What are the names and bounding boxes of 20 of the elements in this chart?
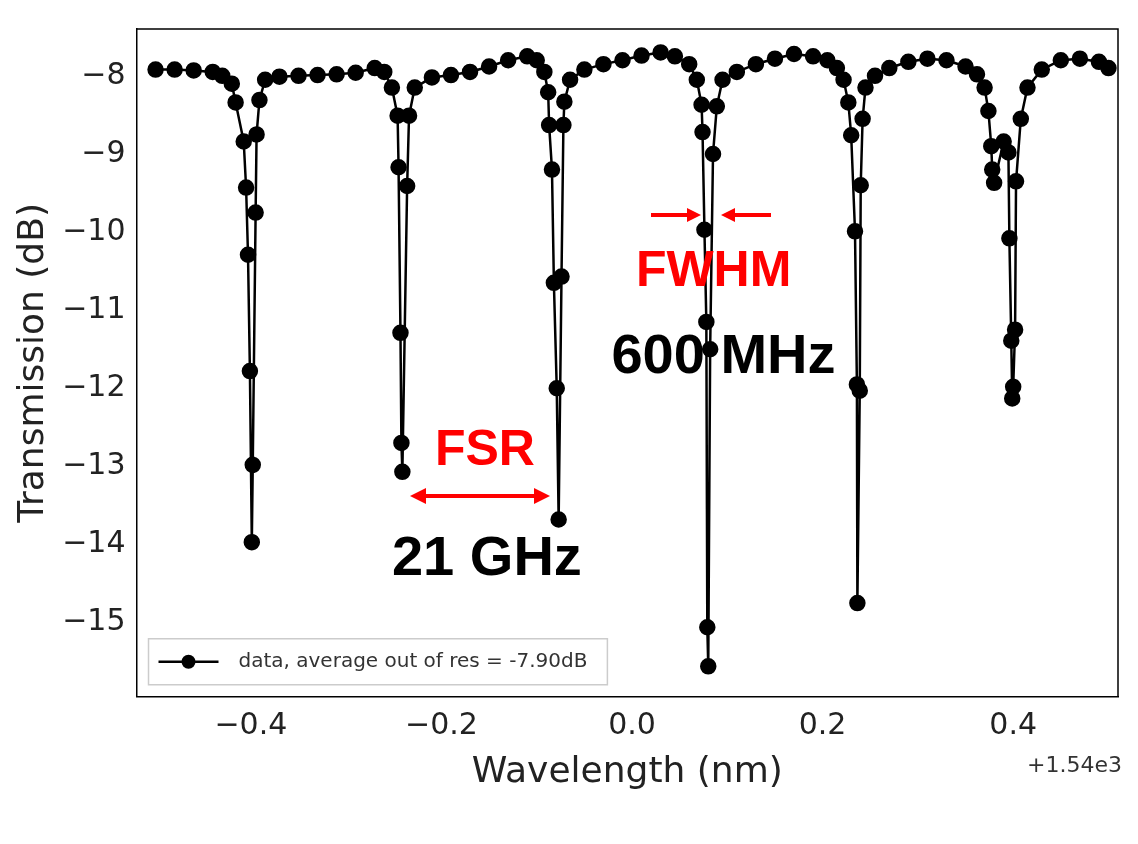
y-tick-label: −8 xyxy=(81,55,126,91)
y-tick-label: −15 xyxy=(62,602,126,638)
legend-label: data, average out of res = -7.90dB xyxy=(238,648,588,672)
annotation: 600 MHz xyxy=(611,322,836,385)
y-tick-label: −14 xyxy=(62,524,126,560)
y-tick-label: −10 xyxy=(62,211,126,247)
x-tick-label: 0.2 xyxy=(798,705,847,741)
annotation: 21 GHz xyxy=(391,524,582,588)
annotation: FSR xyxy=(434,420,535,477)
x-tick-label: −0.2 xyxy=(405,705,478,741)
y-axis-title: Transmission (dB) xyxy=(9,203,51,524)
x-axis-title: Wavelength (nm) xyxy=(471,748,783,790)
x-tick-label: −0.4 xyxy=(214,705,288,741)
y-tick-label: −13 xyxy=(62,446,126,482)
x-tick-label: 0.4 xyxy=(989,705,1038,741)
y-tick-label: −9 xyxy=(81,133,126,169)
y-tick-label: −12 xyxy=(62,368,126,404)
x-tick-label: 0.0 xyxy=(608,705,656,741)
y-tick-label: −11 xyxy=(62,289,126,325)
text: +1.54e3 xyxy=(1027,751,1122,777)
